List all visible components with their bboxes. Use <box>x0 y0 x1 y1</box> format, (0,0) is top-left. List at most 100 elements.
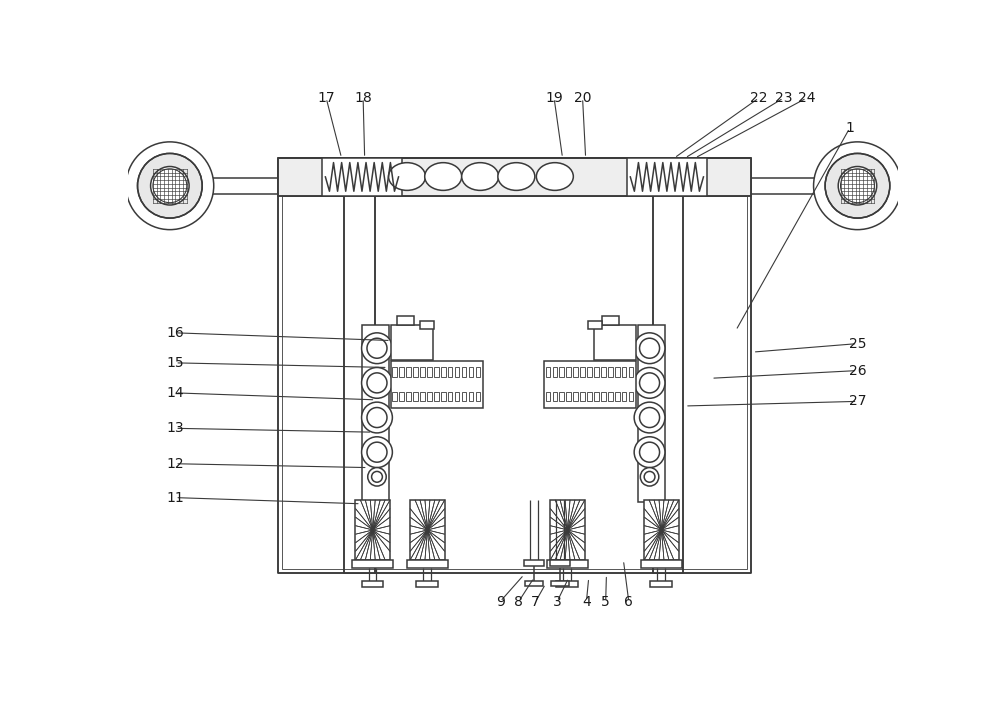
Bar <box>653 158 683 573</box>
Text: 6: 6 <box>624 594 633 608</box>
Bar <box>413 367 418 376</box>
Bar <box>587 392 592 402</box>
Bar <box>566 392 571 402</box>
Bar <box>278 158 751 573</box>
Bar <box>352 560 393 568</box>
Circle shape <box>362 402 392 433</box>
Text: 22: 22 <box>750 91 768 105</box>
Circle shape <box>151 167 189 205</box>
Bar <box>406 367 411 376</box>
Circle shape <box>640 442 660 462</box>
Bar <box>441 392 446 402</box>
Bar <box>448 392 452 402</box>
Bar <box>362 580 383 587</box>
Bar <box>594 367 599 376</box>
Text: 20: 20 <box>574 91 591 105</box>
Bar <box>573 392 578 402</box>
Bar <box>416 580 438 587</box>
Text: 27: 27 <box>849 395 866 409</box>
Text: 4: 4 <box>582 594 591 608</box>
Bar <box>566 367 571 376</box>
Bar <box>525 580 543 586</box>
Text: 14: 14 <box>166 386 184 400</box>
Bar <box>550 500 585 560</box>
Circle shape <box>825 154 890 218</box>
Circle shape <box>362 367 392 398</box>
Text: 7: 7 <box>531 594 540 608</box>
Bar <box>413 392 418 402</box>
Bar <box>455 392 459 402</box>
Text: 23: 23 <box>775 91 792 105</box>
Bar <box>462 392 466 402</box>
Bar <box>476 367 480 376</box>
Circle shape <box>362 333 392 364</box>
Bar <box>448 367 452 376</box>
Bar <box>355 500 390 560</box>
Circle shape <box>372 472 382 482</box>
Bar <box>587 367 592 376</box>
Bar <box>420 321 434 329</box>
Bar <box>553 392 557 402</box>
Circle shape <box>634 437 665 468</box>
Bar <box>615 392 620 402</box>
Bar <box>391 361 483 407</box>
Bar <box>553 367 557 376</box>
Bar <box>588 321 602 329</box>
Circle shape <box>634 402 665 433</box>
Bar <box>392 392 397 402</box>
Circle shape <box>368 468 386 486</box>
Ellipse shape <box>498 163 535 191</box>
Text: 17: 17 <box>317 91 335 105</box>
Bar <box>629 367 633 376</box>
Bar <box>559 392 564 402</box>
Text: 5: 5 <box>601 594 610 608</box>
Bar <box>462 367 466 376</box>
Bar <box>469 392 473 402</box>
Bar <box>434 392 439 402</box>
Text: 11: 11 <box>166 491 184 505</box>
Bar <box>410 500 445 560</box>
Bar <box>322 158 402 196</box>
Bar <box>641 560 682 568</box>
Bar <box>601 392 606 402</box>
Circle shape <box>367 407 387 428</box>
Text: 15: 15 <box>166 356 184 370</box>
Bar <box>544 361 636 407</box>
Bar <box>455 367 459 376</box>
Bar <box>644 500 679 560</box>
Circle shape <box>640 468 659 486</box>
Circle shape <box>838 167 877 205</box>
Circle shape <box>814 142 901 230</box>
Bar <box>362 325 389 502</box>
Circle shape <box>126 142 214 230</box>
Ellipse shape <box>389 163 425 191</box>
Bar <box>629 392 633 402</box>
Text: 16: 16 <box>166 326 184 340</box>
Circle shape <box>634 333 665 364</box>
Text: 18: 18 <box>354 91 372 105</box>
Text: 12: 12 <box>166 457 184 471</box>
Circle shape <box>644 472 655 482</box>
Circle shape <box>367 373 387 393</box>
Bar <box>602 316 619 325</box>
Circle shape <box>640 338 660 358</box>
Bar <box>420 367 425 376</box>
Ellipse shape <box>462 163 499 191</box>
Bar <box>580 392 585 402</box>
Bar <box>546 392 550 402</box>
Bar <box>622 392 626 402</box>
Text: 25: 25 <box>849 336 866 350</box>
Bar <box>547 560 588 568</box>
Bar <box>580 367 585 376</box>
Bar <box>407 560 448 568</box>
Text: 9: 9 <box>496 594 505 608</box>
Circle shape <box>138 154 202 218</box>
Bar <box>608 392 613 402</box>
Bar <box>399 392 404 402</box>
Ellipse shape <box>425 163 462 191</box>
Text: 26: 26 <box>849 364 866 378</box>
Bar <box>282 196 747 569</box>
Bar <box>615 367 620 376</box>
Bar <box>278 158 751 196</box>
Text: 13: 13 <box>166 421 184 435</box>
